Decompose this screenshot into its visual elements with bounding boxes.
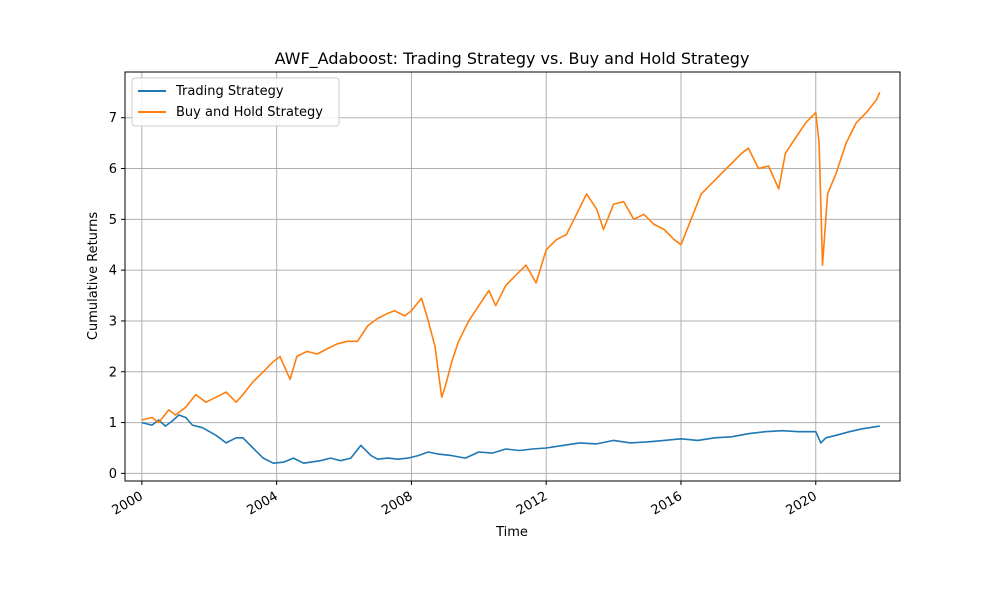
grid <box>125 72 900 481</box>
series-lines <box>141 91 881 465</box>
legend-label-buy-and-hold-strategy: Buy and Hold Strategy <box>176 105 323 120</box>
x-axis-label: Time <box>495 525 528 540</box>
y-tick-label-5: 5 <box>109 213 117 228</box>
y-tick-label-1: 1 <box>109 416 117 431</box>
y-axis-label: Cumulative Returns <box>86 212 101 340</box>
y-tick-label-3: 3 <box>109 314 117 329</box>
y-tick-label-0: 0 <box>109 467 117 482</box>
series-line-trading-strategy <box>141 414 880 465</box>
y-tick-label-4: 4 <box>109 264 117 279</box>
legend-box <box>131 77 340 127</box>
y-tick-label-2: 2 <box>109 365 117 380</box>
y-tick-label-6: 6 <box>109 162 117 177</box>
series-line-buy-and-hold-strategy <box>141 91 881 424</box>
legend-label-trading-strategy: Trading Strategy <box>175 84 284 99</box>
axes-frame <box>124 71 901 482</box>
chart-title: AWF_Adaboost: Trading Strategy vs. Buy a… <box>275 49 750 69</box>
y-axis-ticks: 0 1 2 3 4 5 6 7 <box>109 111 125 482</box>
legend: Trading Strategy Buy and Hold Strategy <box>131 77 340 127</box>
y-tick-label-7: 7 <box>109 111 117 126</box>
